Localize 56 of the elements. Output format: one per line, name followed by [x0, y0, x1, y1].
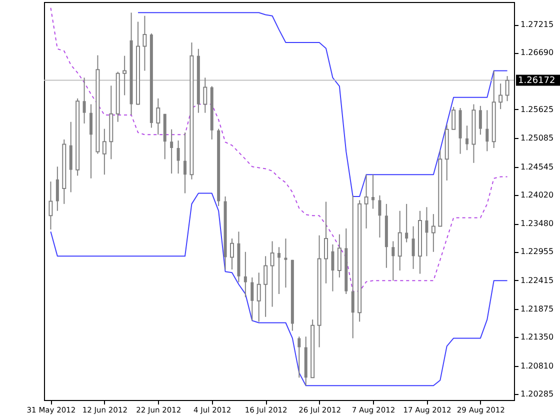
candlestick	[284, 238, 288, 288]
candlestick	[256, 272, 261, 322]
y-tick-label: 1.26690	[520, 48, 554, 58]
candlestick	[324, 201, 328, 284]
candlestick	[486, 110, 489, 152]
candlestick	[102, 128, 106, 176]
candlestick	[142, 15, 147, 72]
y-tick-label: 1.20810	[520, 361, 554, 370]
y-tick-label: 1.24020	[520, 190, 554, 200]
candlestick	[203, 77, 208, 114]
candlestick	[337, 234, 342, 278]
candlestick	[48, 181, 53, 230]
candlestick	[412, 226, 415, 270]
y-tick-label: 1.21875	[520, 304, 554, 314]
candlestick	[372, 174, 374, 210]
candlestick	[244, 251, 247, 298]
candlestick	[176, 140, 180, 174]
candlestick	[378, 194, 382, 238]
candlestick	[478, 105, 482, 136]
candlestick	[170, 128, 174, 174]
candlestick	[298, 336, 301, 378]
candlestick	[270, 240, 274, 308]
candlestick	[230, 238, 234, 270]
candlestick	[264, 256, 268, 318]
candlestick	[250, 276, 254, 322]
y-tick-label: 1.22415	[520, 276, 554, 285]
candlestick	[56, 166, 59, 212]
candlestick	[466, 125, 468, 151]
y-tick-label: 1.25085	[520, 134, 554, 143]
y-tick-label: 1.23480	[520, 219, 554, 228]
y-tick-label: 1.24545	[520, 162, 554, 172]
candlestick	[122, 55, 127, 96]
line-series	[138, 12, 508, 197]
candlestick	[425, 206, 428, 257]
candlestick	[156, 98, 160, 136]
candlestick	[184, 132, 186, 194]
y-tick-label: 1.25625	[520, 104, 554, 114]
candlestick	[364, 174, 368, 229]
candlestick	[82, 77, 86, 124]
candlestick	[90, 104, 92, 179]
candlestick	[351, 194, 354, 339]
candlestick	[431, 214, 436, 252]
candlestick	[398, 210, 402, 272]
y-tick-label: 1.20285	[520, 389, 554, 398]
y-tick-label: 1.27215	[520, 20, 554, 30]
candlestick	[452, 106, 456, 130]
candlestick	[278, 246, 280, 294]
line-series	[50, 192, 508, 386]
y-tick-label: 1.21350	[520, 332, 554, 342]
candlestick	[498, 83, 503, 110]
candlestick	[405, 203, 408, 243]
y-tick-label: 1.22955	[520, 247, 554, 256]
candlestick	[392, 240, 395, 282]
candlestick	[331, 244, 334, 292]
candlestick	[505, 76, 510, 102]
ref-line-label: 1.26172	[518, 76, 556, 86]
